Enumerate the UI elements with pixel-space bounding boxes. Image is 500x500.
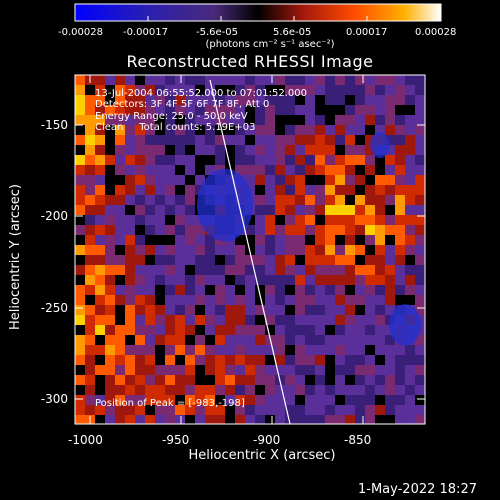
colorbar-tick-label: 5.6e-05 [273,27,312,38]
x-axis-label: Heliocentric X (arcsec) [188,448,336,463]
colorbar-tick-label: -5.6e-05 [196,27,238,38]
annotation-detectors: Detectors: 3F 4F 5F 6F 7F 8F, Att 0 [95,99,270,110]
colorbar-tick-label: -0.00017 [123,27,168,38]
y-tick-label: -200 [40,209,68,223]
plot-title: Reconstructed RHESSI Image [126,52,374,71]
annotation-peak: Position of Peak = [-983,-198] [95,398,245,409]
x-tick-label: -850 [344,433,372,447]
colorbar-tick-label: 0.00017 [346,27,388,38]
axis-ticks [75,75,425,424]
colorbar-units: (photons cm⁻² s⁻¹ asec⁻²) [205,39,335,50]
x-tick-label: -950 [162,433,190,447]
x-tick-label: -900 [253,433,281,447]
annotation-time: 13-Jul-2004 06:55:52.000 to 07:01:52.000 [95,88,307,99]
solar-limb-line [209,79,291,424]
x-tick-label: -1000 [68,433,103,447]
plot-frame [74,74,426,425]
annotation-clean: Clean Total counts: 5.19E+03 [95,122,256,133]
y-tick-label: -150 [40,118,68,132]
colorbar-tick-label: -0.00028 [58,27,103,38]
y-axis-label: Heliocentric Y (arcsec) [8,184,23,330]
colorbar-tick-label: 0.00028 [415,27,457,38]
colorbar [74,3,442,22]
y-tick-label: -300 [40,392,68,406]
colorbar-ticks [74,16,442,21]
annotation-energy: Energy Range: 25.0 - 50.0 keV [95,111,248,122]
y-tick-label: -250 [40,301,68,315]
rhessi-image [75,75,425,424]
timestamp-footer: 1-May-2022 18:27 [358,482,477,497]
